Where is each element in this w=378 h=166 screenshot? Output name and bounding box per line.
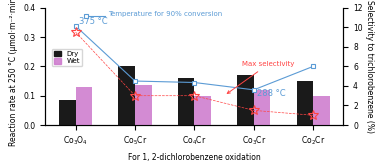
Bar — [297, 81, 313, 125]
Y-axis label: Reaction rate at 250 °C (μmol·m⁻²·min⁻¹): Reaction rate at 250 °C (μmol·m⁻²·min⁻¹) — [9, 0, 18, 146]
Text: Temperature for 90% conversion: Temperature for 90% conversion — [108, 11, 223, 17]
Text: 288 °C: 288 °C — [257, 89, 285, 98]
Text: 375 °C: 375 °C — [79, 17, 107, 26]
X-axis label: For 1, 2-dichlorobenzene oxidation: For 1, 2-dichlorobenzene oxidation — [128, 153, 261, 162]
Bar — [313, 96, 330, 125]
Bar — [254, 90, 270, 125]
Bar — [76, 87, 92, 125]
Legend: Dry, Wet: Dry, Wet — [52, 49, 82, 66]
Bar — [118, 66, 135, 125]
Bar — [194, 96, 211, 125]
Bar — [59, 100, 76, 125]
Bar — [135, 84, 152, 125]
Y-axis label: Selectivity to trichlorobenzene (%): Selectivity to trichlorobenzene (%) — [365, 0, 374, 133]
Text: Max selectivity: Max selectivity — [227, 61, 294, 93]
Bar — [178, 78, 194, 125]
Bar — [237, 75, 254, 125]
